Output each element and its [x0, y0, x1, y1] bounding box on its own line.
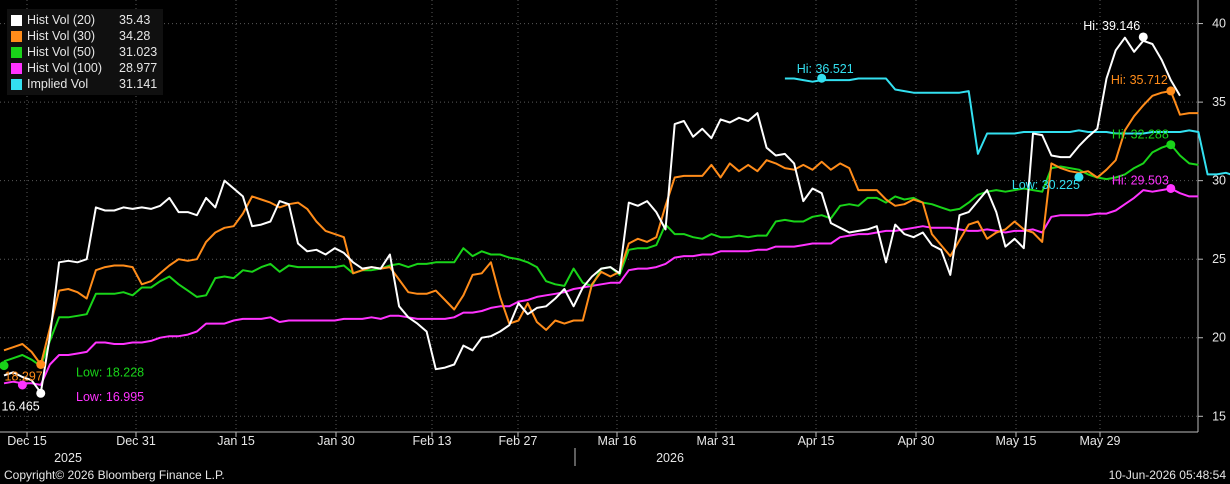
x-tick-label: Mar 16: [598, 434, 637, 448]
x-tick-label: Feb 13: [413, 434, 452, 448]
copyright-text: Copyright© 2026 Bloomberg Finance L.P.: [4, 468, 225, 482]
annotation-marker: [1138, 32, 1148, 42]
legend-entry: Hist Vol (50) 31.023: [11, 44, 157, 60]
legend-series-name: Hist Vol (20): [27, 13, 96, 27]
y-tick-label: 30: [1212, 174, 1226, 188]
x-tick-label: Mar 31: [697, 434, 736, 448]
series-line: [784, 77, 1230, 176]
x-tick-label: Jan 15: [217, 434, 255, 448]
legend-entry: Implied Vol 31.141: [11, 76, 157, 92]
annotation-label: Hi: 32.288: [1112, 128, 1169, 142]
y-tick-label: 15: [1212, 409, 1226, 423]
series-line: [3, 36, 1181, 394]
legend-entry: Hist Vol (30) 34.28: [11, 28, 157, 44]
legend-swatch: [11, 78, 22, 90]
annotation-label: Hi: 36.521: [797, 62, 854, 76]
legend-swatch: [11, 46, 22, 58]
annotation-marker: [1074, 172, 1084, 182]
legend-series-value: 31.141: [119, 77, 158, 91]
legend-series-name: Implied Vol: [27, 77, 89, 91]
legend-entry: Hist Vol (20) 35.43: [11, 12, 157, 28]
legend-swatch: [11, 62, 22, 74]
annotation-marker: [0, 361, 9, 371]
annotation-marker: [1166, 86, 1176, 96]
annotation-label: Low: 16.465: [0, 399, 40, 413]
x-tick-label: May 29: [1080, 434, 1121, 448]
annotation-marker: [36, 388, 46, 398]
annotation-label: Low: 30.225: [1012, 178, 1080, 192]
annotation-marker: [817, 73, 827, 83]
x-tick-label: Dec 31: [116, 434, 156, 448]
chart-legend: Hist Vol (20) 35.43 Hist Vol (30) 34.28 Hist…: [7, 9, 164, 95]
timestamp-text: 10-Jun-2026 05:48:54: [1108, 468, 1226, 482]
legend-series-value: 31.023: [119, 45, 158, 59]
legend-series-name: Hist Vol (100): [27, 61, 103, 75]
year-label: 2026: [656, 451, 684, 465]
annotation-label: Hi: 39.146: [1083, 19, 1140, 33]
annotation-label: Hi: 29.503: [1112, 173, 1169, 187]
y-tick-label: 35: [1212, 95, 1226, 109]
legend-swatch: [11, 14, 22, 26]
y-tick-label: 25: [1212, 252, 1226, 266]
series-line: [3, 90, 1199, 366]
legend-entry: Hist Vol (100) 28.977: [11, 60, 157, 76]
year-label: 2025: [54, 451, 82, 465]
x-tick-label: Apr 15: [798, 434, 835, 448]
annotation-marker: [1166, 140, 1176, 150]
legend-series-value: 28.977: [119, 61, 158, 75]
legend-series-name: Hist Vol (50): [27, 45, 96, 59]
y-tick-label: 20: [1212, 331, 1226, 345]
annotation-label: Low: 18.297: [0, 369, 43, 383]
y-tick-label: 40: [1212, 17, 1226, 31]
x-tick-label: Dec 15: [7, 434, 47, 448]
x-tick-label: Jan 30: [317, 434, 355, 448]
legend-series-value: 35.43: [119, 13, 151, 27]
x-tick-label: Apr 30: [898, 434, 935, 448]
x-tick-label: May 15: [996, 434, 1037, 448]
annotation-marker: [17, 380, 27, 390]
annotation-marker: [1166, 183, 1176, 193]
annotation-marker: [36, 359, 46, 369]
annotation-label: Low: 16.995: [76, 390, 144, 404]
legend-swatch: [11, 30, 22, 42]
legend-series-name: Hist Vol (30): [27, 29, 96, 43]
x-tick-label: Feb 27: [499, 434, 538, 448]
annotation-label: Hi: 35.712: [1111, 73, 1168, 87]
annotation-label: Low: 18.228: [76, 366, 144, 380]
legend-series-value: 34.28: [119, 29, 151, 43]
